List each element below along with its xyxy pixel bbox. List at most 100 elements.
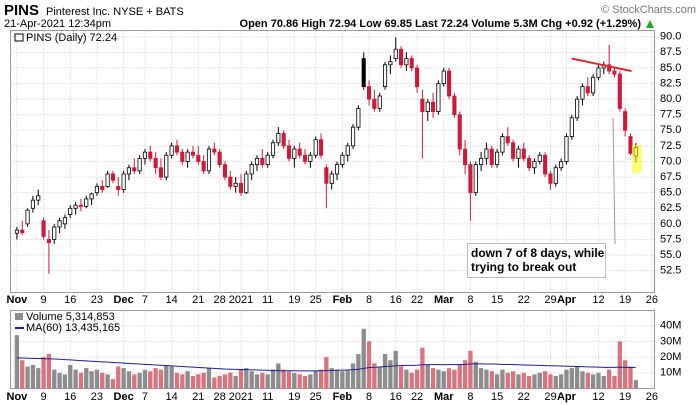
candle-body bbox=[452, 95, 457, 116]
y-tick-label: 57.5 bbox=[660, 233, 681, 245]
volume-bar bbox=[222, 374, 228, 389]
candle-body bbox=[548, 173, 553, 184]
volume-bar bbox=[505, 372, 510, 389]
x-tick-label: Mar bbox=[434, 391, 454, 403]
up-arrow bbox=[646, 20, 654, 28]
y-tick-label: 55.0 bbox=[660, 249, 681, 261]
x-tick-label: Nov bbox=[7, 294, 29, 306]
candle-body bbox=[302, 154, 308, 162]
x-tick-label: 8 bbox=[366, 294, 372, 306]
candle-body bbox=[607, 64, 612, 72]
volume-bar bbox=[612, 375, 617, 389]
volume-bar bbox=[580, 371, 585, 389]
candle-body bbox=[559, 161, 564, 169]
volume-bar bbox=[452, 369, 457, 389]
volume-bar bbox=[601, 375, 606, 389]
candle-body bbox=[356, 108, 361, 128]
volume-bar bbox=[46, 353, 52, 389]
x-tick-label: 8 bbox=[467, 391, 473, 403]
x-tick-label: 28 bbox=[214, 391, 226, 403]
candle-body bbox=[585, 86, 590, 94]
candle-body bbox=[473, 164, 478, 194]
volume-bar bbox=[446, 368, 452, 389]
candle-body bbox=[142, 151, 148, 159]
volume-bar bbox=[228, 372, 233, 389]
volume-bar bbox=[462, 360, 468, 389]
volume-bar bbox=[52, 369, 57, 389]
volume-bar bbox=[169, 366, 174, 389]
volume-bar bbox=[414, 369, 420, 389]
legend-icon bbox=[15, 313, 23, 320]
x-tick-label: Feb bbox=[333, 391, 353, 403]
x-tick-label: 23 bbox=[91, 391, 103, 403]
candle-body bbox=[511, 142, 516, 159]
ma-legend: MA(60) 13,435,165 bbox=[26, 322, 120, 334]
volume-bar bbox=[190, 375, 196, 389]
candle-body bbox=[169, 145, 174, 156]
candle-body bbox=[431, 101, 436, 112]
volume-bar bbox=[281, 369, 286, 389]
x-tick-label: 26 bbox=[646, 391, 658, 403]
candle-body bbox=[495, 151, 500, 166]
volume-bar bbox=[569, 368, 574, 389]
candle-body bbox=[276, 133, 281, 144]
x-tick-label: 15 bbox=[491, 294, 503, 306]
candle-body bbox=[244, 173, 249, 194]
candle-body bbox=[292, 148, 297, 159]
candle-body bbox=[217, 151, 222, 166]
candle-body bbox=[222, 164, 228, 178]
x-tick-label: 2021 bbox=[229, 391, 253, 403]
candle-body bbox=[425, 101, 430, 112]
candle-body bbox=[132, 167, 137, 172]
volume-bar bbox=[276, 363, 281, 389]
candle-body bbox=[14, 229, 19, 234]
volume-bar bbox=[468, 350, 473, 389]
volume-bar bbox=[404, 369, 409, 389]
x-tick-label: 22 bbox=[518, 294, 530, 306]
volume-bar bbox=[233, 375, 238, 389]
x-tick-label: 29 bbox=[544, 391, 556, 403]
volume-bar bbox=[393, 350, 398, 389]
candle-body bbox=[484, 148, 489, 159]
volume-bar bbox=[62, 374, 68, 389]
volume-bar bbox=[41, 357, 46, 389]
volume-bar bbox=[510, 371, 516, 389]
candle-body bbox=[377, 95, 382, 109]
candle-body bbox=[164, 154, 169, 178]
candle-body bbox=[20, 229, 25, 234]
y-tick-label: 70.0 bbox=[660, 155, 681, 167]
volume-bar bbox=[623, 360, 628, 389]
candle-body bbox=[318, 139, 324, 156]
marks: 52.5 55.0 57.5 60.0 62.5 65.0 67.5 70.0 72.5 75.0… bbox=[7, 30, 681, 403]
x-tick-label: 23 bbox=[91, 294, 103, 306]
y-tick-label: 72.5 bbox=[660, 140, 681, 152]
volume-bar bbox=[494, 374, 500, 389]
volume-bar bbox=[457, 364, 462, 389]
volume-bar bbox=[292, 372, 297, 389]
volume-bar bbox=[596, 372, 601, 389]
candle-body bbox=[52, 226, 57, 240]
volume-bar bbox=[174, 372, 180, 389]
volume-bar bbox=[164, 364, 169, 389]
volume-bar bbox=[265, 374, 270, 389]
volume-bar bbox=[425, 364, 430, 389]
volume-bar bbox=[308, 374, 313, 389]
candle-body bbox=[350, 126, 356, 147]
volume-bar bbox=[260, 372, 265, 389]
volume-bar bbox=[388, 360, 393, 389]
volume-bar bbox=[430, 368, 436, 389]
symbol: PINS bbox=[4, 2, 39, 19]
x-tick-label: 16 bbox=[390, 294, 402, 306]
candle-body bbox=[249, 164, 254, 175]
volume-bar bbox=[132, 374, 137, 389]
x-tick-label: 8 bbox=[467, 294, 473, 306]
y-tick-label: 82.5 bbox=[660, 77, 681, 89]
candle-body bbox=[206, 148, 212, 172]
candle-body bbox=[238, 182, 244, 194]
candle-body bbox=[265, 154, 270, 166]
annotation-box bbox=[467, 243, 606, 278]
x-tick-label: 14 bbox=[166, 391, 178, 403]
candle-body bbox=[228, 176, 233, 187]
candle-body bbox=[329, 173, 334, 184]
candle-body bbox=[190, 151, 196, 156]
